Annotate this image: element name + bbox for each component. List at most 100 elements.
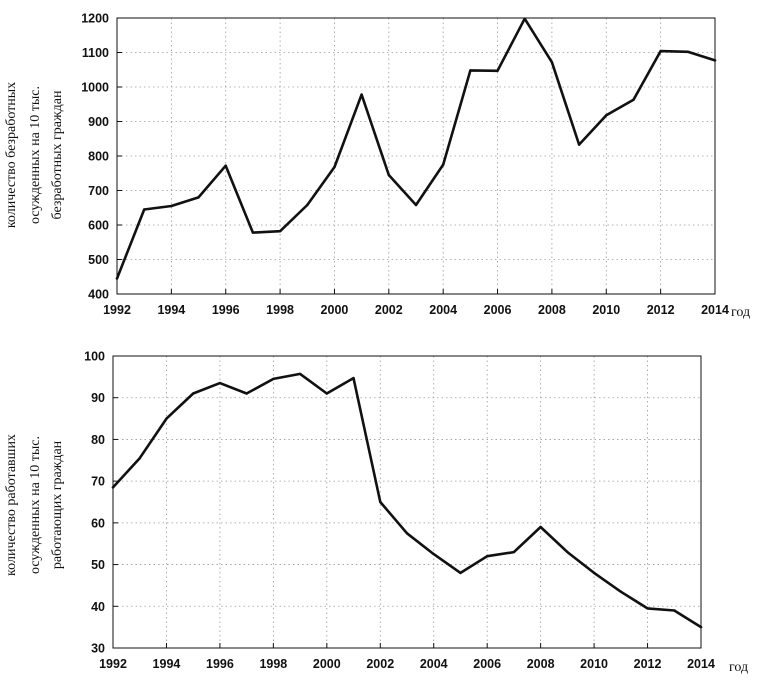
x-tick-label: 1992 — [99, 657, 127, 671]
data-point — [165, 417, 168, 420]
y-tick-label: 400 — [88, 288, 109, 302]
data-point — [115, 277, 119, 280]
data-point — [138, 457, 141, 460]
data-point — [251, 231, 255, 234]
y-tick-label: 500 — [88, 253, 109, 267]
y-tick-label: 800 — [88, 150, 109, 164]
data-point — [659, 49, 662, 53]
data-point — [592, 571, 596, 575]
x-tick-label: 2008 — [538, 303, 566, 317]
x-tick-label: 1998 — [259, 657, 287, 671]
data-point — [360, 93, 363, 96]
x-tick-label: 1992 — [103, 303, 131, 317]
data-point — [298, 372, 302, 376]
y-axis-title-line: количество работавших — [4, 434, 19, 576]
data-point — [142, 208, 146, 211]
data-point — [414, 203, 418, 207]
x-tick-label: 2010 — [580, 657, 608, 671]
chart-2: 1992 1994 1996 1998 2000 2002 2004 2006 2008 2010… — [4, 350, 748, 676]
x-tick-label: 2014 — [687, 657, 715, 671]
data-point — [566, 550, 569, 554]
y-tick-label: 700 — [88, 184, 109, 198]
y-axis-title-line: работающих граждан — [50, 440, 65, 569]
data-point — [459, 571, 462, 575]
data-point — [197, 196, 200, 199]
y-tick-label: 40 — [91, 600, 105, 614]
y-tick-label: 100 — [84, 350, 105, 364]
data-point — [224, 164, 227, 167]
y-tick-label: 30 — [91, 642, 105, 656]
chart-1: 1992 1994 1996 1998 2000 2002 2004 2006 2008 2010… — [4, 12, 750, 321]
data-point — [469, 69, 472, 72]
y-tick-label: 600 — [88, 219, 109, 233]
data-point — [512, 550, 516, 554]
data-point — [405, 532, 409, 535]
y-axis-title-line: осужденных на 10 тыс. — [28, 436, 43, 574]
data-point — [111, 486, 115, 489]
y-axis-title-line: осужденных на 10 тыс. — [28, 86, 43, 224]
data-point — [673, 609, 676, 612]
x-tick-label: 2004 — [429, 303, 457, 317]
data-point — [619, 590, 623, 593]
data-point — [432, 552, 435, 556]
x-tick-label: 2002 — [366, 657, 394, 671]
y-axis-title-line: количество безработных — [4, 82, 19, 228]
series-line — [115, 17, 717, 280]
data-point — [352, 376, 355, 380]
data-point — [306, 203, 309, 207]
x-tick-label: 2010 — [592, 303, 620, 317]
y-tick-label: 1100 — [82, 46, 109, 60]
x-tick-label: 2012 — [647, 303, 675, 317]
series-line — [111, 372, 703, 629]
x-tick-label: 1996 — [206, 657, 234, 671]
x-tick-label: 1998 — [266, 303, 294, 317]
plot-frame — [112, 355, 702, 649]
x-tick-label: 2000 — [321, 303, 349, 317]
data-point — [686, 50, 690, 54]
data-point — [387, 173, 391, 177]
y-tick-label: 80 — [91, 433, 105, 447]
data-point — [496, 69, 499, 72]
x-tick-label: 2002 — [375, 303, 403, 317]
y-tick-label: 900 — [88, 115, 109, 129]
data-point — [191, 392, 195, 395]
x-tick-label: 2000 — [313, 657, 341, 671]
data-point — [325, 392, 329, 395]
data-point — [699, 625, 703, 629]
data-point — [441, 163, 445, 166]
data-point — [272, 377, 275, 381]
data-point — [278, 230, 282, 233]
x-tick-label: 1996 — [212, 303, 240, 317]
x-tick-label: 1994 — [157, 303, 185, 317]
data-point — [379, 500, 382, 504]
x-tick-label: 2006 — [473, 657, 501, 671]
y-axis-title-line: безработных граждан — [50, 90, 65, 219]
x-axis-title: год — [729, 660, 748, 675]
y-tick-label: 70 — [91, 475, 105, 489]
data-point — [632, 98, 635, 101]
data-point — [605, 114, 608, 117]
y-tick-label: 1000 — [81, 81, 109, 95]
y-tick-label: 90 — [91, 391, 105, 405]
data-point — [713, 59, 717, 62]
data-point — [523, 17, 526, 20]
data-point — [646, 607, 649, 610]
y-tick-label: 1200 — [81, 12, 109, 26]
data-point — [577, 143, 581, 146]
y-tick-label: 50 — [91, 558, 105, 572]
x-axis-title: год — [731, 305, 750, 320]
data-point — [218, 381, 222, 385]
data-point — [170, 204, 173, 208]
data-point — [539, 525, 542, 529]
x-tick-label: 2012 — [634, 657, 662, 671]
data-point — [550, 60, 554, 64]
data-point — [245, 392, 248, 395]
x-tick-label: 2008 — [527, 657, 555, 671]
plot-frame — [116, 17, 716, 295]
data-point — [485, 555, 489, 558]
x-tick-label: 1994 — [153, 657, 181, 671]
x-tick-label: 2014 — [701, 303, 729, 317]
y-tick-label: 60 — [91, 516, 105, 530]
x-tick-label: 2006 — [484, 303, 512, 317]
